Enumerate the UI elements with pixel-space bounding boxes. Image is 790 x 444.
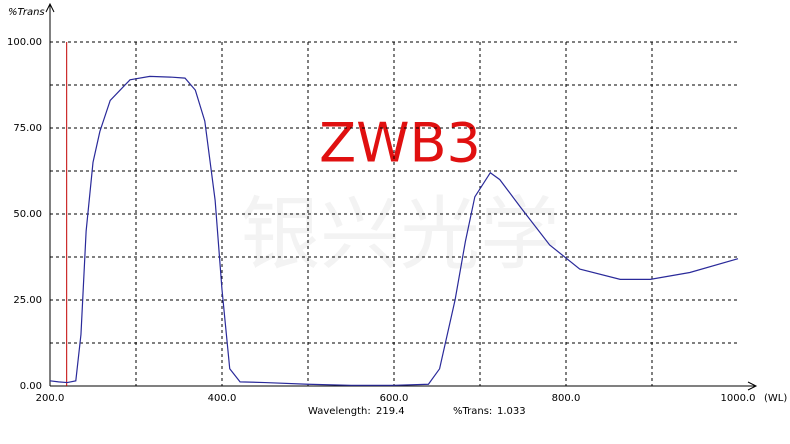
wavelength-label: Wavelength: — [308, 406, 371, 417]
annotation: ZWB3 — [319, 112, 481, 175]
x-tick-label: 1000.0 — [721, 393, 756, 404]
x-axis-label: (WL) — [764, 393, 787, 404]
y-axis-arrow — [45, 2, 55, 13]
watermark: 银兴光学 — [240, 188, 560, 281]
y-axis-label: %Trans — [8, 7, 45, 18]
y-tick-label: 0.00 — [20, 381, 42, 392]
x-tick-label: 600.0 — [380, 393, 409, 404]
x-tick-label: 200.0 — [36, 393, 65, 404]
series-line — [49, 75, 739, 386]
y-tick-label: 25.00 — [13, 295, 42, 306]
y-tick-label: 75.00 — [13, 123, 42, 134]
x-axis-arrow — [747, 381, 758, 391]
wavelength-value: 219.4 — [376, 406, 405, 417]
y-tick-label: 50.00 — [13, 209, 42, 220]
y-tick-label: 100.00 — [7, 37, 42, 48]
x-tick-label: 400.0 — [208, 393, 237, 404]
x-tick-label: 800.0 — [552, 393, 581, 404]
trans-value: 1.033 — [497, 406, 526, 417]
trans-label: %Trans: — [453, 406, 492, 417]
